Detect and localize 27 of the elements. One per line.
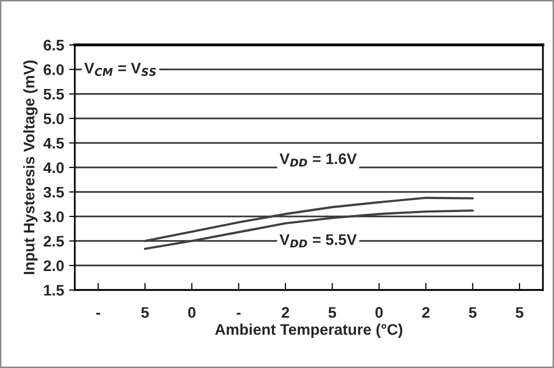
x-tick-label: 5	[516, 307, 524, 318]
y-tick-label: 2.0	[44, 260, 64, 272]
x-axis-title: Ambient Temperature (°C)	[215, 324, 402, 338]
y-axis-title: Input Hysteresis Voltage (mV)	[23, 60, 38, 274]
x-tick-label: 5	[328, 307, 336, 318]
y-tick-label: 4.0	[43, 162, 64, 174]
x-tick-label: 0	[375, 307, 383, 318]
y-tick-label: 4.5	[43, 138, 64, 149]
y-tick-label: 3.0	[43, 211, 64, 222]
y-tick-label: 6.0	[44, 64, 64, 76]
x-tick-label: 2	[282, 307, 290, 318]
annotation: V$_{CM}$ = V$_{SS}$	[84, 62, 156, 76]
y-tick-label: 5.0	[44, 113, 64, 124]
x-tick-label: -	[236, 312, 241, 315]
annotation: V$_{DD}$ = 5.5V	[280, 234, 357, 248]
x-tick-label: 2	[422, 307, 430, 318]
x-tick-label: 0	[188, 307, 196, 318]
x-tick-label: -	[96, 312, 100, 315]
x-tick-label: 5	[141, 307, 149, 318]
y-tick-label: 6.5	[44, 40, 64, 51]
y-tick-label: 2.5	[44, 236, 64, 247]
annotation: V$_{DD}$ = 1.6V	[280, 153, 357, 167]
x-tick-label: 5	[468, 307, 477, 318]
line-series	[144, 209, 474, 250]
y-tick-label: 1.5	[44, 285, 64, 296]
y-tick-label: 5.5	[44, 88, 64, 100]
y-tick-label: 3.5	[43, 186, 64, 198]
